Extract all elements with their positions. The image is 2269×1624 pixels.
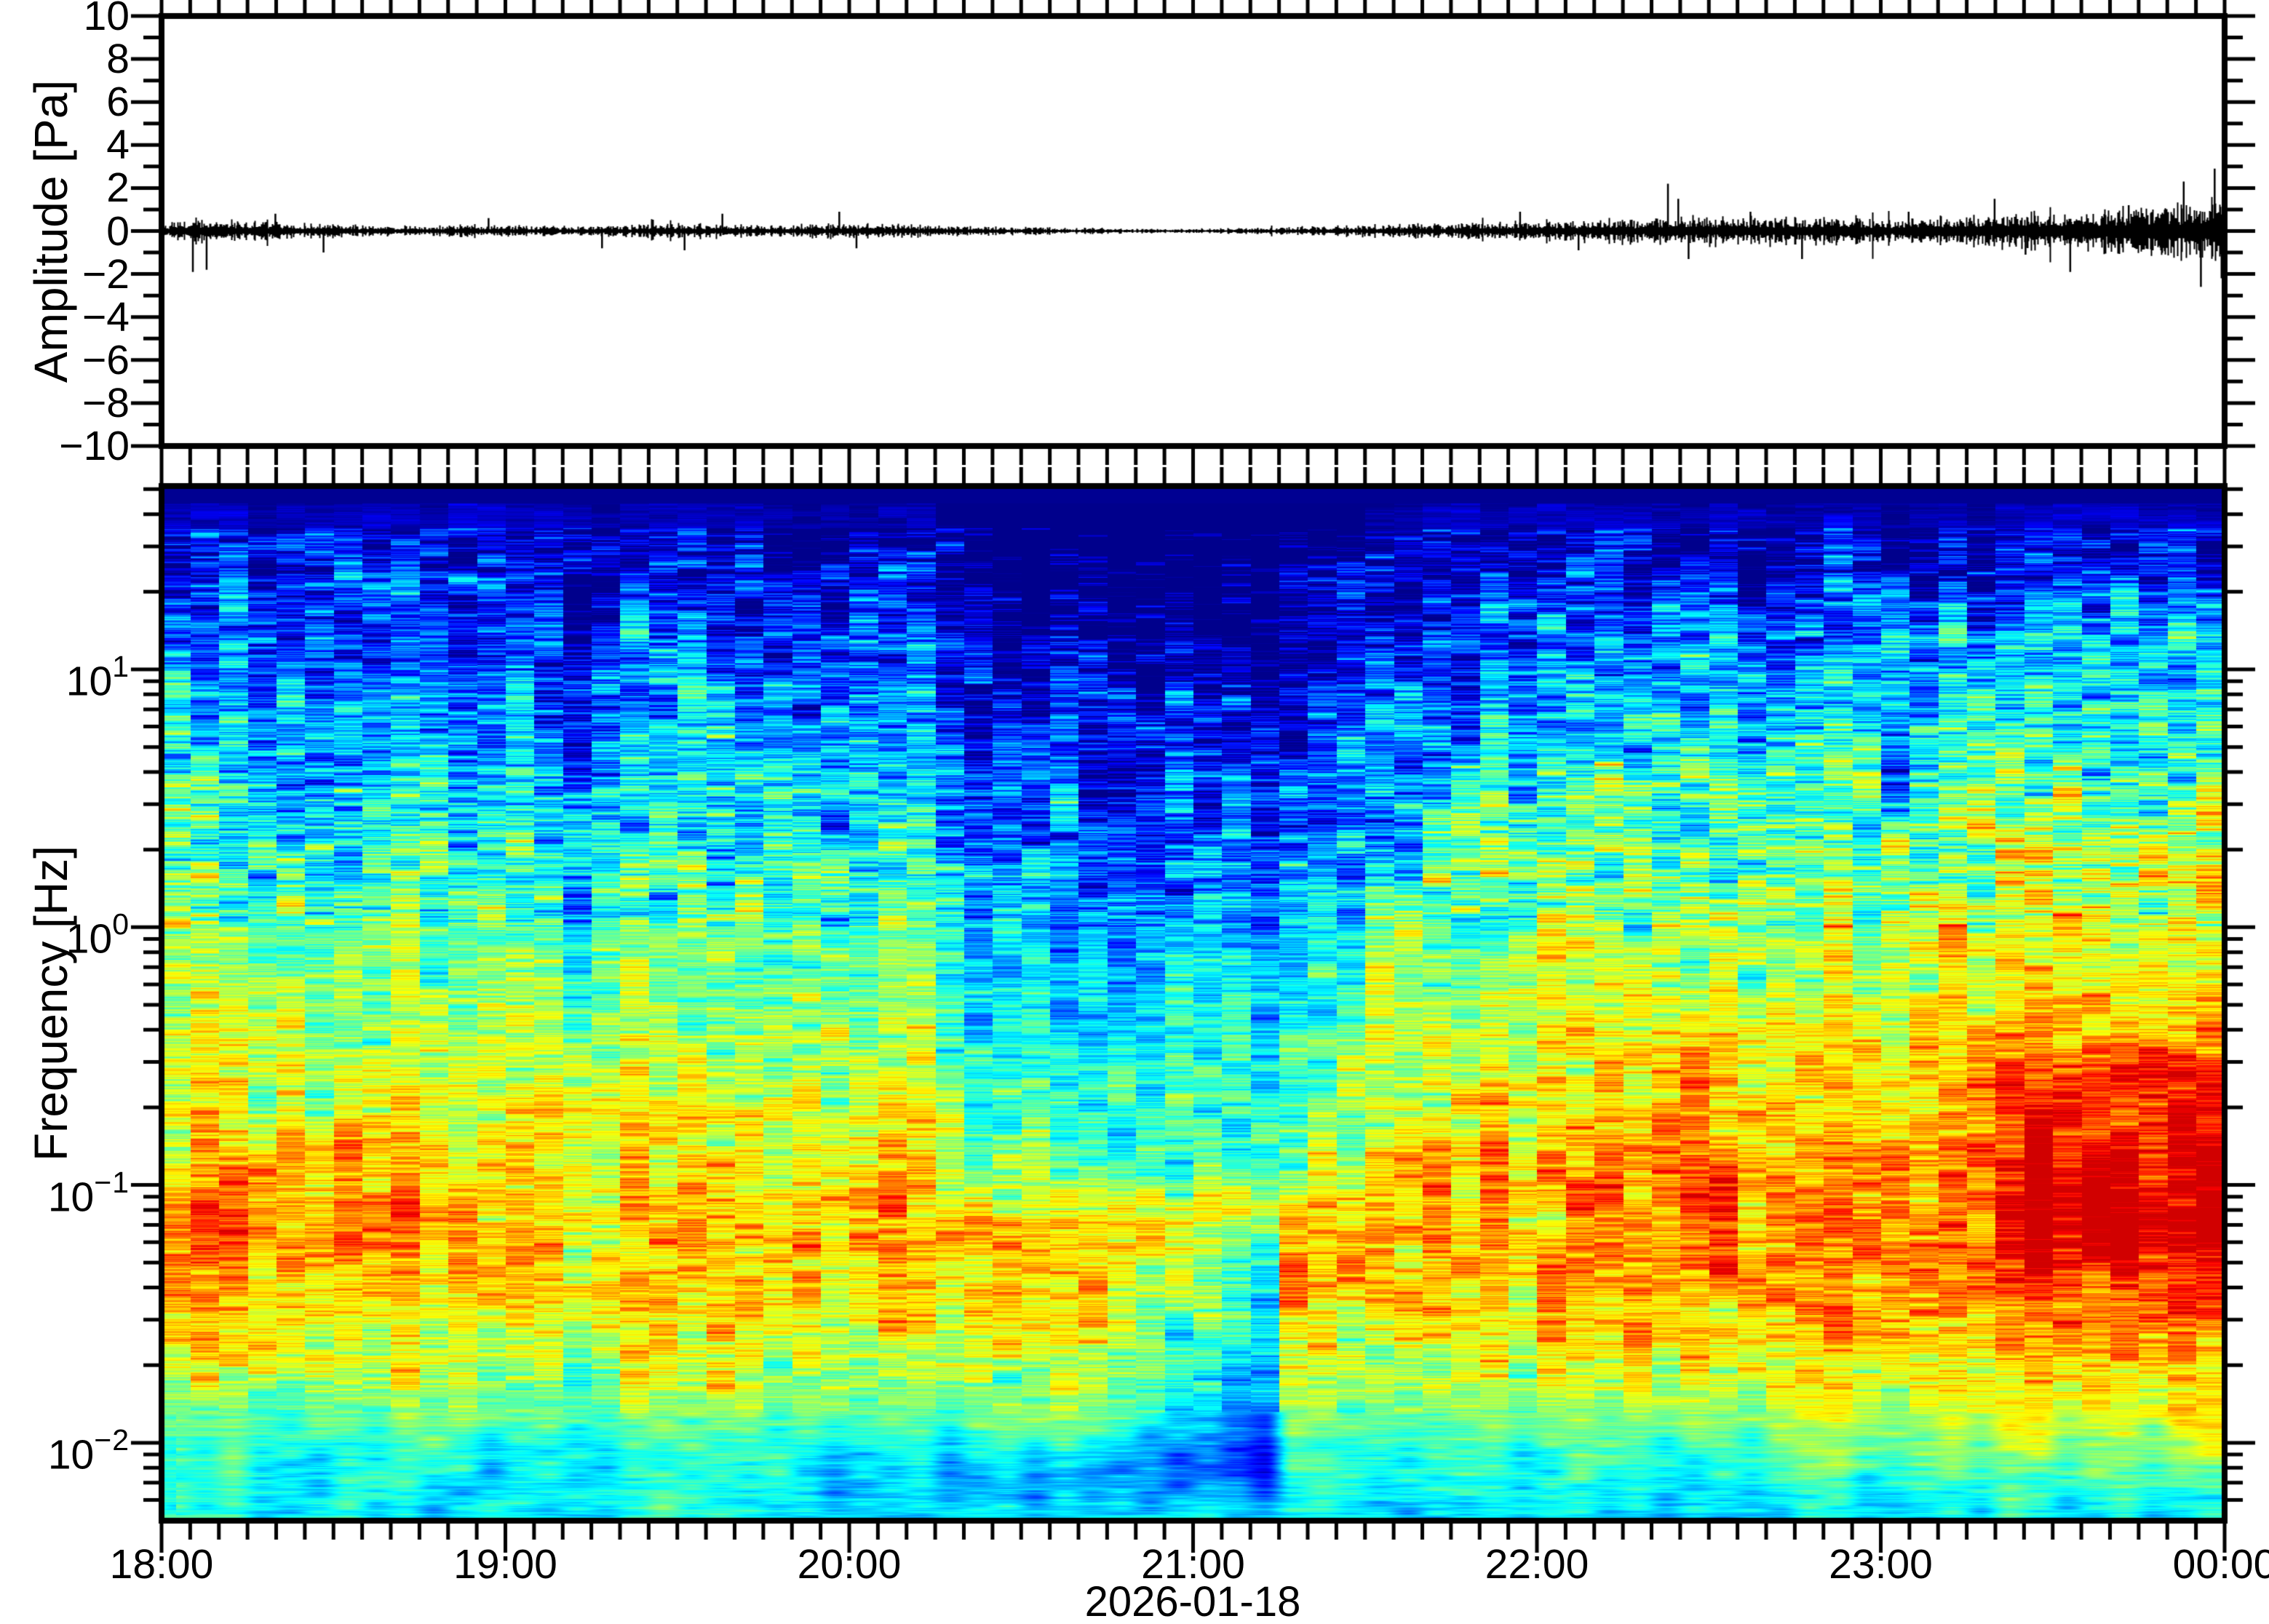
amplitude-tick-label: 2	[106, 164, 130, 212]
frequency-tick-exponent: 0	[112, 907, 130, 942]
frequency-tick-exponent: 1	[112, 650, 130, 683]
frequency-tick-label: 100	[4, 902, 130, 960]
time-tick-label: 19:00	[453, 1541, 557, 1588]
frequency-tick-mantissa: 10	[47, 1174, 95, 1220]
time-tick-label: 20:00	[797, 1541, 902, 1588]
frequency-tick-exponent: −1	[94, 1165, 130, 1199]
frequency-tick-exponent: −2	[94, 1422, 130, 1457]
amplitude-tick-label: −4	[82, 293, 130, 341]
amplitude-tick-label: 4	[106, 122, 130, 169]
time-tick-label: 22:00	[1485, 1541, 1589, 1588]
amplitude-tick-label: −2	[82, 250, 130, 298]
amplitude-tick-label: −8	[82, 379, 130, 426]
time-tick-label: 21:00	[1141, 1541, 1245, 1588]
time-tick-label: 18:00	[109, 1541, 214, 1588]
amplitude-tick-label: 8	[106, 36, 130, 83]
frequency-tick-mantissa: 10	[65, 915, 113, 963]
frequency-tick-label: 10−1	[4, 1161, 130, 1219]
date-label: 2026-01-18	[1084, 1578, 1301, 1624]
frequency-tick-mantissa: 10	[65, 658, 113, 705]
amplitude-tick-label: 6	[106, 79, 130, 126]
amplitude-tick-label: 0	[106, 207, 130, 255]
time-tick-label: 00:00	[2172, 1541, 2269, 1588]
time-tick-label: 23:00	[1829, 1541, 1933, 1588]
amplitude-tick-label: 10	[83, 0, 130, 39]
amplitude-tick-label: −10	[59, 423, 130, 469]
amplitude-tick-label: −6	[82, 336, 130, 383]
frequency-tick-label: 10−2	[4, 1418, 130, 1476]
frequency-tick-label: 101	[4, 645, 130, 703]
frequency-tick-mantissa: 10	[47, 1431, 95, 1478]
